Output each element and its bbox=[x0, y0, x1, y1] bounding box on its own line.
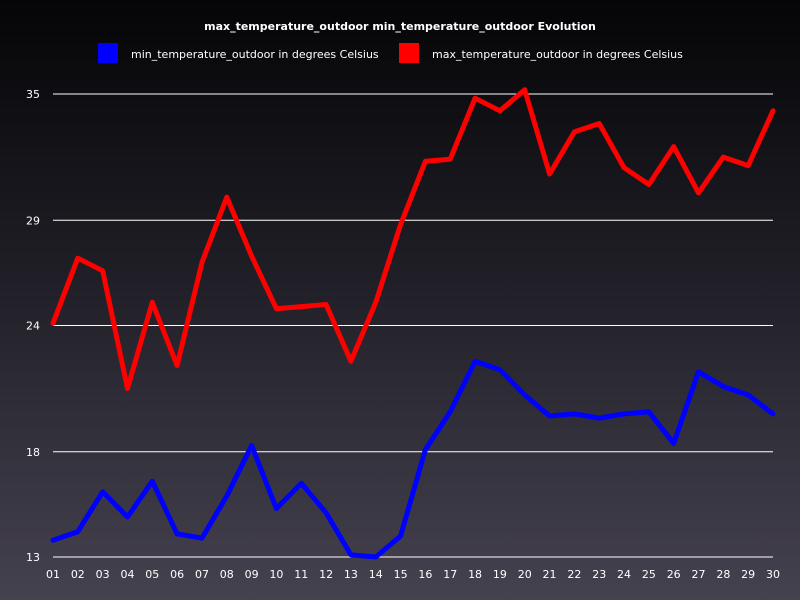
x-tick-label: 02 bbox=[71, 568, 85, 581]
x-tick-label: 27 bbox=[692, 568, 706, 581]
x-tick-label: 15 bbox=[394, 568, 408, 581]
legend-label: min_temperature_outdoor in degrees Celsi… bbox=[131, 48, 379, 61]
x-tick-label: 04 bbox=[120, 568, 134, 581]
y-tick-label: 35 bbox=[26, 88, 40, 101]
x-tick-label: 16 bbox=[418, 568, 432, 581]
series-line-max bbox=[50, 87, 776, 392]
x-axis-ticks: 01 02 03 04 05 06 07 08 09 10 11 12 13 14 15 16 17 18 19 20… bbox=[46, 568, 780, 581]
x-tick-label: 06 bbox=[170, 568, 184, 581]
x-tick-label: 10 bbox=[269, 568, 283, 581]
legend: min_temperature_outdoor in degrees Celsi… bbox=[98, 43, 683, 63]
x-tick-label: 24 bbox=[617, 568, 631, 581]
x-tick-label: 22 bbox=[567, 568, 581, 581]
chart-title: max_temperature_outdoor min_temperature_… bbox=[204, 20, 596, 33]
legend-swatch bbox=[399, 43, 419, 63]
y-tick-label: 24 bbox=[26, 320, 40, 333]
x-tick-label: 21 bbox=[543, 568, 557, 581]
y-axis-ticks: 13 18 24 29 35 bbox=[26, 88, 40, 564]
x-tick-label: 26 bbox=[667, 568, 681, 581]
y-tick-label: 18 bbox=[26, 446, 40, 459]
x-tick-label: 29 bbox=[741, 568, 755, 581]
x-tick-label: 14 bbox=[369, 568, 383, 581]
x-tick-label: 08 bbox=[220, 568, 234, 581]
x-tick-label: 05 bbox=[145, 568, 159, 581]
x-tick-label: 19 bbox=[493, 568, 507, 581]
x-tick-label: 20 bbox=[518, 568, 532, 581]
x-tick-label: 17 bbox=[443, 568, 457, 581]
legend-label: max_temperature_outdoor in degrees Celsi… bbox=[432, 48, 683, 61]
x-tick-label: 11 bbox=[294, 568, 308, 581]
legend-swatch bbox=[98, 43, 118, 63]
series-line-min bbox=[50, 358, 776, 560]
x-tick-label: 28 bbox=[716, 568, 730, 581]
x-tick-label: 23 bbox=[592, 568, 606, 581]
x-tick-label: 25 bbox=[642, 568, 656, 581]
y-tick-label: 29 bbox=[26, 214, 40, 227]
x-tick-label: 09 bbox=[245, 568, 259, 581]
series-lines bbox=[50, 87, 776, 560]
x-tick-label: 18 bbox=[468, 568, 482, 581]
x-tick-label: 13 bbox=[344, 568, 358, 581]
x-tick-label: 12 bbox=[319, 568, 333, 581]
x-tick-label: 30 bbox=[766, 568, 780, 581]
x-tick-label: 07 bbox=[195, 568, 209, 581]
x-tick-label: 03 bbox=[96, 568, 110, 581]
x-tick-label: 01 bbox=[46, 568, 60, 581]
y-tick-label: 13 bbox=[26, 551, 40, 564]
grid-lines bbox=[53, 93, 773, 558]
